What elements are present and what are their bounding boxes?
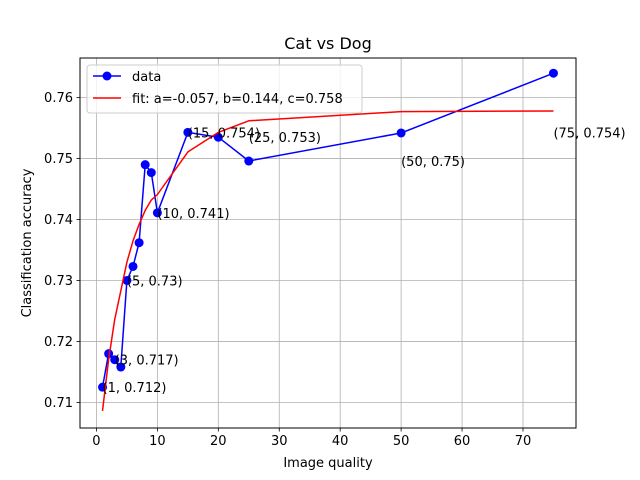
annotations: (1, 0.712) (3, 0.717) (5, 0.73) (10, 0.741)… [103,126,626,396]
data-point [244,156,254,166]
x-axis-label: Image quality [283,456,373,471]
point-annotation: (1, 0.712) [103,381,167,396]
ticks: 0 10 20 30 40 50 60 70 0.71 0.72 0.73 0.74 0.75 0.76 [44,91,531,449]
y-axis-label: Classification accuracy [20,168,35,317]
x-tick-label: 50 [393,434,410,449]
data-point [213,132,223,142]
data-point [122,275,132,285]
x-tick-label: 70 [515,434,532,449]
data-point [146,168,156,178]
point-annotation: (15, 0.754) [188,126,260,141]
point-annotation: (3, 0.717) [115,354,179,369]
legend-data-label: data [132,70,161,85]
data-point [116,362,126,372]
legend-box [86,64,363,114]
legend-data-marker [102,71,112,81]
point-annotation: (50, 0.75) [401,155,465,170]
data-point [110,355,120,365]
x-tick-label: 0 [92,434,100,449]
data-point [548,68,558,78]
chart-title: Cat vs Dog [284,34,372,53]
series-layer [98,68,558,411]
point-annotation: (5, 0.73) [127,274,183,289]
x-tick-label: 60 [454,434,471,449]
data-point [134,238,144,248]
fit-series-line [101,110,554,411]
point-annotation: (10, 0.741) [157,207,229,222]
data-point [140,160,150,170]
data-point [128,261,138,271]
y-tick-label: 0.74 [44,213,73,228]
data-point [183,127,193,137]
point-annotation: (25, 0.753) [249,131,321,146]
y-tick-label: 0.72 [44,335,73,350]
x-tick-label: 20 [210,434,227,449]
legend: data fit: a=-0.057, b=0.144, c=0.758 [86,64,363,114]
y-tick-label: 0.76 [44,91,73,106]
axes-frame [79,57,577,429]
x-tick-label: 40 [332,434,349,449]
legend-fit-label: fit: a=-0.057, b=0.144, c=0.758 [132,92,343,107]
point-annotation: (75, 0.754) [553,126,625,141]
y-tick-label: 0.75 [44,152,73,167]
x-tick-label: 30 [271,434,288,449]
y-tick-label: 0.71 [44,396,73,411]
data-point [104,349,114,359]
data-point [396,128,406,138]
y-tick-label: 0.73 [44,274,73,289]
x-tick-label: 10 [149,434,166,449]
data-point [152,208,162,218]
